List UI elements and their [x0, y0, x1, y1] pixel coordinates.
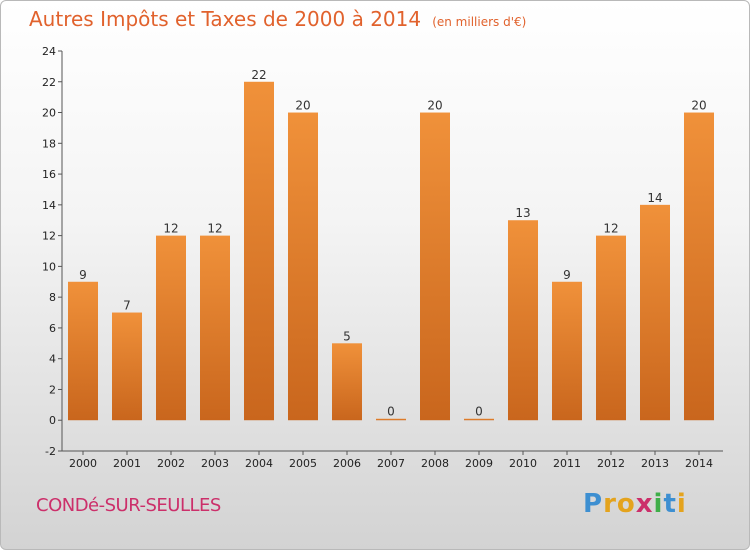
y-tick-label: 18: [42, 137, 56, 150]
bar: [508, 220, 538, 421]
x-tick-label: 2008: [421, 457, 449, 470]
x-tick-label: 2001: [113, 457, 141, 470]
bar: [640, 204, 670, 421]
x-tick-label: 2004: [245, 457, 273, 470]
bar: [332, 343, 362, 421]
y-tick-label: 16: [42, 168, 56, 181]
x-tick-label: 2002: [157, 457, 185, 470]
bar: [684, 112, 714, 421]
data-label: 12: [207, 222, 222, 236]
data-label: 0: [387, 405, 395, 419]
x-tick-label: 2006: [333, 457, 361, 470]
x-tick-label: 2005: [289, 457, 317, 470]
chart-title-main: Autres Impôts et Taxes de 2000 à 2014: [29, 7, 422, 31]
commune-name: CONDé-SUR-SEULLES: [36, 495, 221, 516]
y-tick-label: 14: [42, 199, 56, 212]
logo-letter: x: [635, 489, 654, 519]
data-label: 9: [79, 268, 87, 282]
bar: [112, 312, 142, 421]
y-tick-label: 4: [49, 353, 56, 366]
y-tick-label: 0: [49, 414, 56, 427]
bar: [200, 235, 230, 421]
bar: [464, 418, 494, 421]
y-tick-label: -2: [45, 445, 56, 458]
logo-letter: i: [653, 489, 664, 519]
data-label: 20: [295, 99, 310, 113]
bar: [288, 112, 318, 421]
x-tick-label: 2011: [553, 457, 581, 470]
data-label: 20: [427, 99, 442, 113]
x-tick-label: 2014: [685, 457, 713, 470]
x-tick-label: 2003: [201, 457, 229, 470]
y-tick-label: 2: [49, 383, 56, 396]
data-label: 22: [251, 68, 266, 82]
logo-letter: t: [663, 489, 677, 519]
data-label: 14: [647, 191, 662, 205]
bar: [156, 235, 186, 421]
logo-letter: P: [583, 489, 604, 519]
x-tick-label: 2013: [641, 457, 669, 470]
data-label: 9: [563, 268, 571, 282]
bar: [68, 281, 98, 421]
data-label: 7: [123, 299, 131, 313]
y-tick-label: 8: [49, 291, 56, 304]
x-tick-label: 2010: [509, 457, 537, 470]
chart-data-labels: 9 7 12 12 22 20 5 0 20 0 13 9 12 14 20: [79, 68, 706, 419]
chart-bars: [68, 81, 714, 421]
bar: [376, 418, 406, 421]
y-tick-label: 20: [42, 107, 56, 120]
x-tick-label: 2009: [465, 457, 493, 470]
data-label: 0: [475, 405, 483, 419]
logo-letter: i: [676, 489, 687, 519]
bar: [244, 81, 274, 421]
bar: [420, 112, 450, 421]
data-label: 20: [691, 99, 706, 113]
data-label: 13: [515, 206, 530, 220]
chart-unit: (en milliers d'€): [432, 15, 527, 29]
chart-title: Autres Impôts et Taxes de 2000 à 2014 (e…: [29, 7, 526, 31]
data-label: 12: [163, 222, 178, 236]
y-tick-label: 24: [42, 45, 56, 58]
x-tick-label: 2007: [377, 457, 405, 470]
y-tick-label: 10: [42, 260, 56, 273]
proxiti-logo: Proxiti: [583, 489, 687, 519]
y-tick-label: 22: [42, 76, 56, 89]
y-tick-label: 12: [42, 230, 56, 243]
logo-letter: r: [603, 489, 617, 519]
x-tick-label: 2000: [69, 457, 97, 470]
bar: [552, 281, 582, 421]
bar: [596, 235, 626, 421]
data-label: 5: [343, 329, 351, 343]
data-label: 12: [603, 222, 618, 236]
logo-letter: o: [616, 489, 636, 519]
x-tick-label: 2012: [597, 457, 625, 470]
y-tick-label: 6: [49, 322, 56, 335]
